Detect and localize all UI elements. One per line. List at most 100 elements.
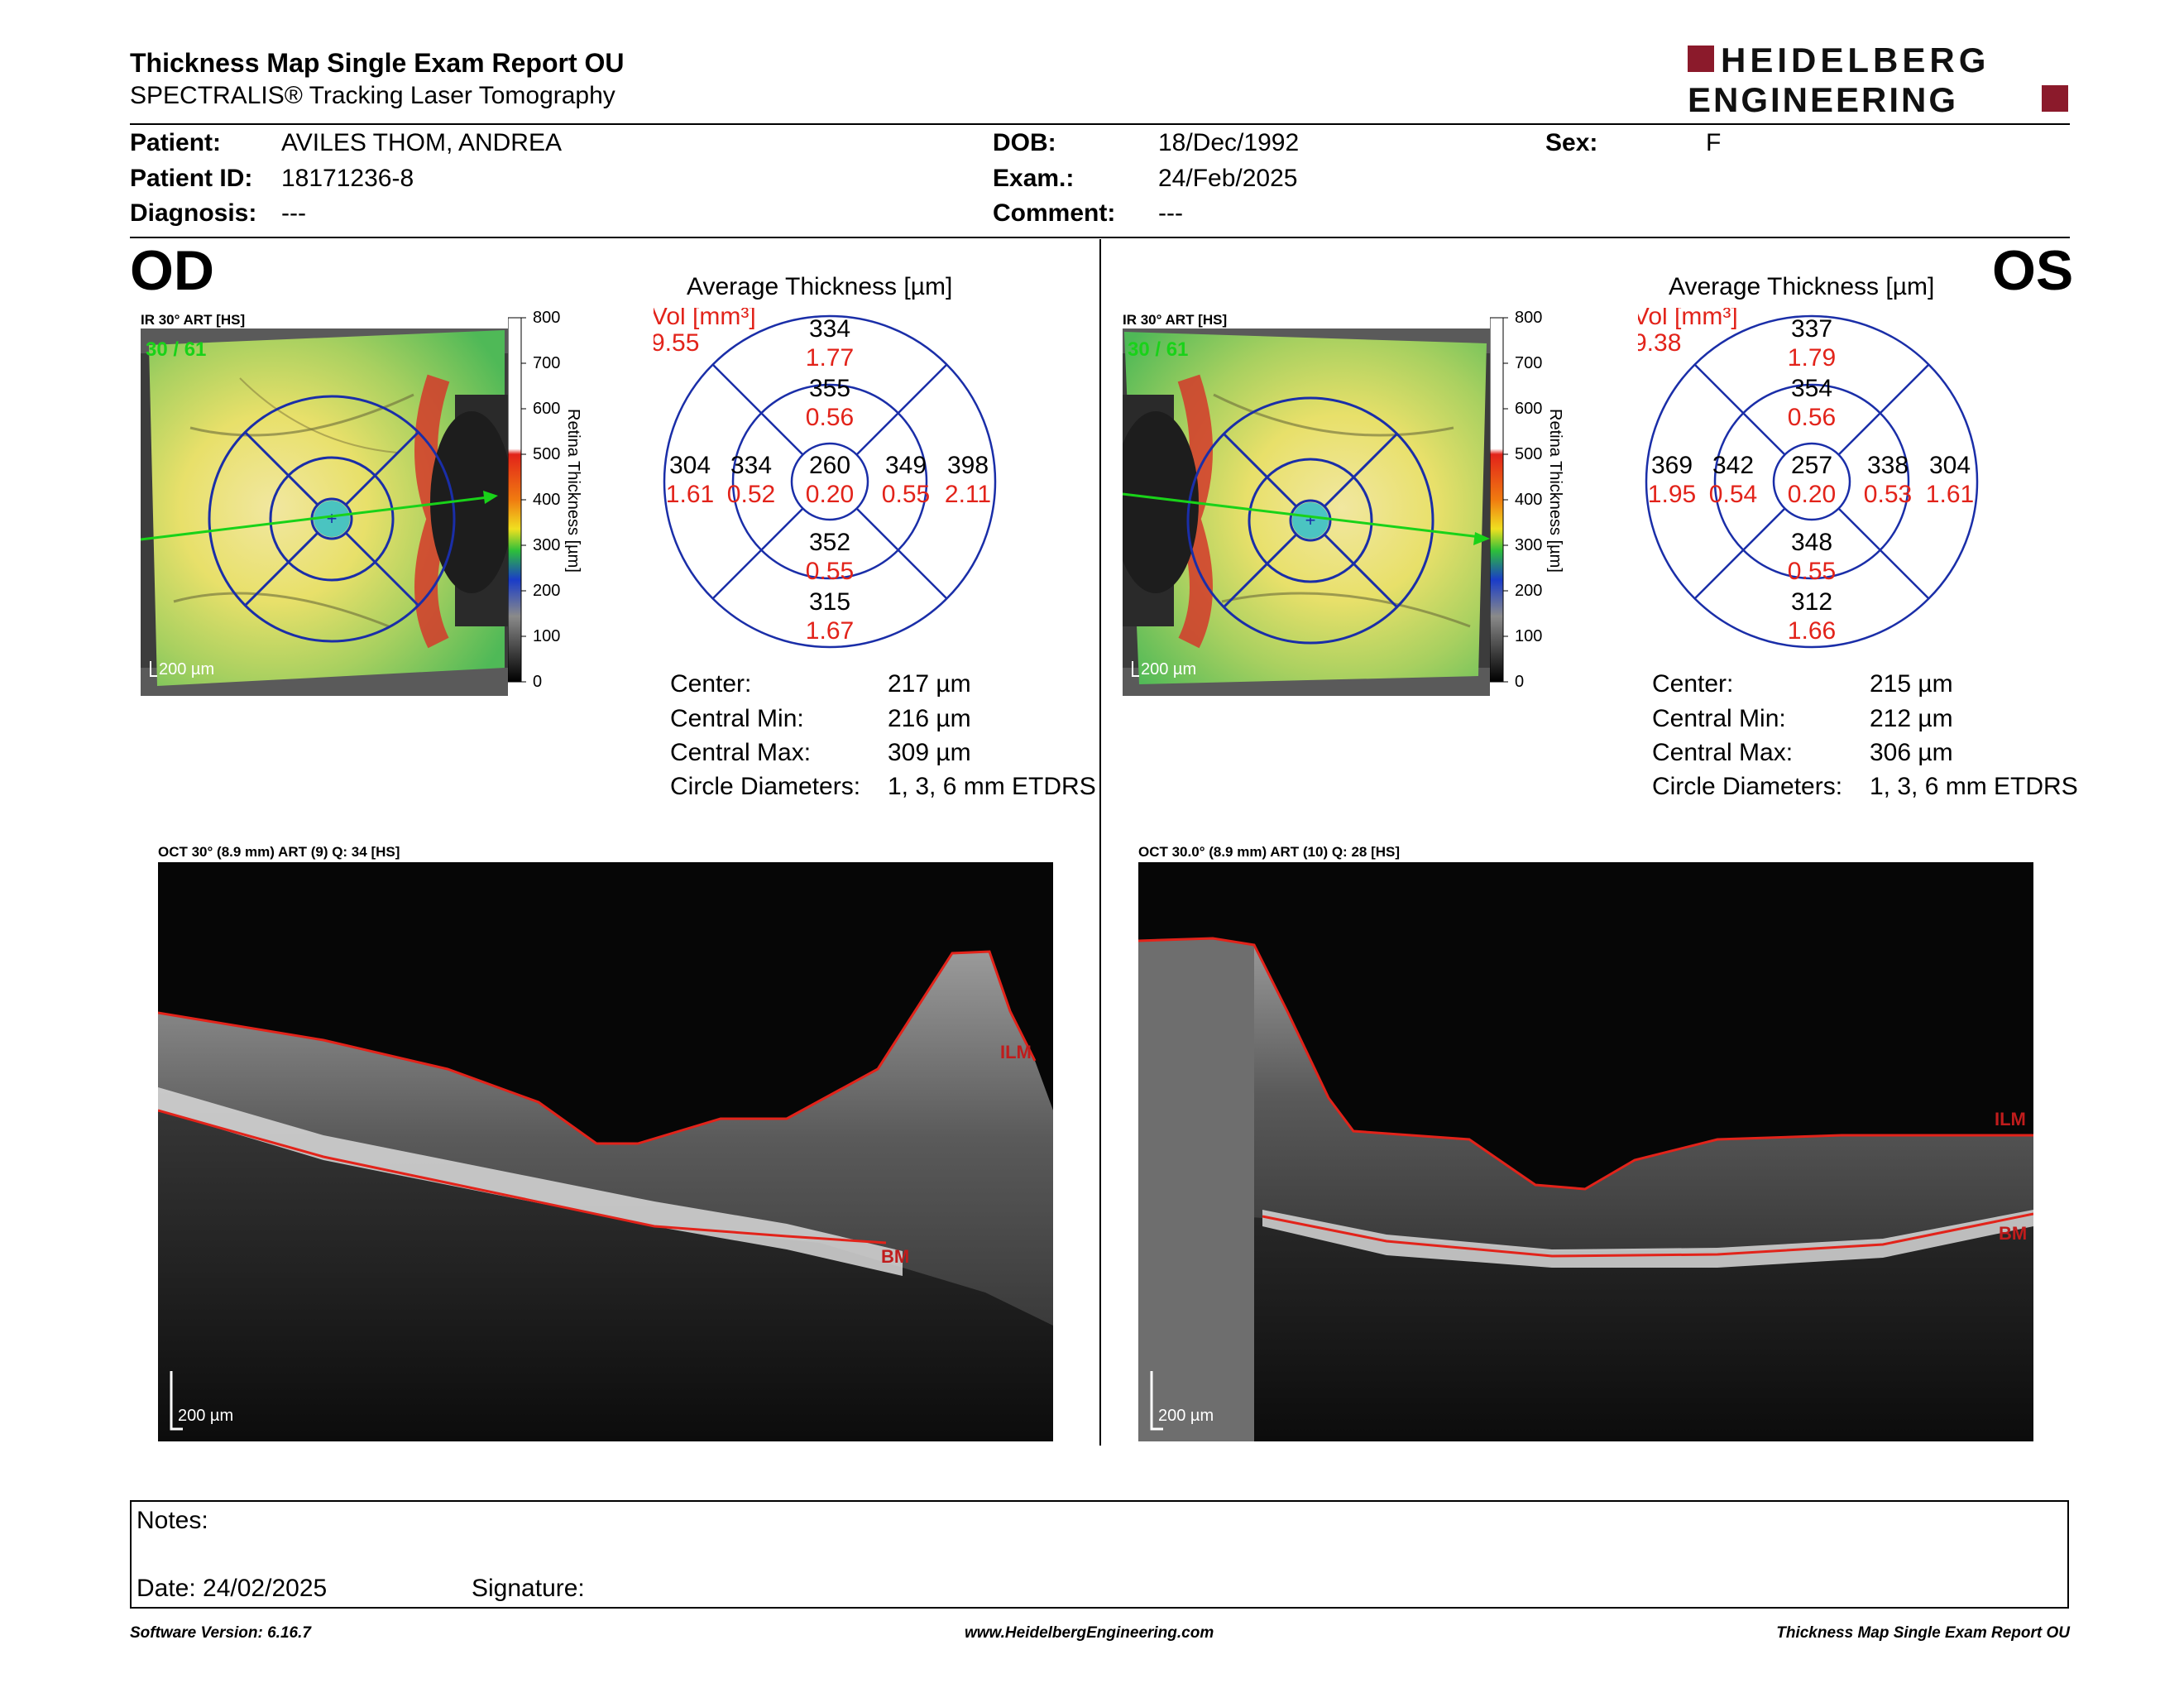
signature-label: Signature: xyxy=(472,1575,585,1602)
os-avg-title: Average Thickness [µm] xyxy=(1669,273,1935,300)
os-inner-inf-volume: 0.55 xyxy=(1788,558,1836,585)
os-frame-counter: 30 / 61 xyxy=(1128,338,1188,361)
od-oct-scan: ILM BM 200 µm xyxy=(158,862,1053,1441)
od-vol-label: Vol [mm³] xyxy=(654,308,756,330)
os-stat-min-value: 212 µm xyxy=(1870,705,1953,732)
comment-value: --- xyxy=(1158,199,1183,227)
od-outer-sup-volume: 1.77 xyxy=(806,344,854,372)
od-scale-bar: 200 µm xyxy=(159,660,214,679)
od-inner-left-thickness: 334 xyxy=(730,452,772,479)
exam-value: 24/Feb/2025 xyxy=(1158,165,1298,192)
os-stat-max-label: Central Max: xyxy=(1652,739,1794,766)
os-stat-diam-value: 1, 3, 6 mm ETDRS xyxy=(1870,773,2078,800)
footer-url[interactable]: www.HeidelbergEngineering.com xyxy=(965,1624,1214,1642)
os-eye-label: OS xyxy=(1992,239,2074,302)
od-stat-min-label: Central Min: xyxy=(670,705,804,732)
patient-name: AVILES THOM, ANDREA xyxy=(281,129,562,156)
os-bm-label: BM xyxy=(1999,1223,2027,1244)
os-outer-right-volume: 1.61 xyxy=(1926,481,1974,508)
od-inner-sup-volume: 0.56 xyxy=(806,404,854,431)
od-thickness-map: + 30 / 61 200 µm xyxy=(141,328,508,696)
report-title: Thickness Map Single Exam Report OU xyxy=(130,48,625,78)
od-avg-title: Average Thickness [µm] xyxy=(687,273,953,300)
os-ilm-label: ILM xyxy=(1995,1109,2026,1129)
os-oct-scan: ILM BM 200 µm xyxy=(1138,862,2033,1441)
scale-tick-label: 500 xyxy=(1515,445,1542,463)
exam-label: Exam.: xyxy=(993,165,1075,192)
os-outer-left-volume: 1.95 xyxy=(1648,481,1696,508)
notes-box[interactable]: Notes: Date: 24/02/2025 Signature: xyxy=(130,1500,2069,1609)
od-inner-inf-volume: 0.55 xyxy=(806,558,854,585)
os-outer-sup-thickness: 337 xyxy=(1791,315,1832,343)
os-stat-diam-label: Circle Diameters: xyxy=(1652,773,1843,800)
scale-tick-label: 600 xyxy=(533,400,560,418)
os-inner-sup-thickness: 354 xyxy=(1791,375,1832,402)
od-outer-left-thickness: 304 xyxy=(669,452,711,479)
footer-version: Software Version: 6.16.7 xyxy=(130,1624,311,1642)
od-inner-inf-thickness: 352 xyxy=(809,529,850,556)
os-inner-inf-thickness: 348 xyxy=(1791,529,1832,556)
od-ir-label: IR 30° ART [HS] xyxy=(141,312,246,328)
svg-text:+: + xyxy=(327,508,338,529)
eye-divider xyxy=(1099,239,1101,1446)
scale-tick-label: 400 xyxy=(533,491,560,509)
header-divider xyxy=(130,123,2070,125)
patient-divider xyxy=(130,237,2070,238)
scale-tick-label: 600 xyxy=(1515,400,1542,418)
od-inner-sup-thickness: 355 xyxy=(809,375,850,402)
od-etdrs-grid: Vol [mm³] 9.55 334 1.77 355 0.56 260 0.2… xyxy=(654,308,997,649)
scale-tick-label: 800 xyxy=(533,309,560,327)
od-oct-label: OCT 30° (8.9 mm) ART (9) Q: 34 [HS] xyxy=(158,844,400,860)
scale-tick-label: 200 xyxy=(533,582,560,600)
os-outer-inf-thickness: 312 xyxy=(1791,588,1832,616)
od-scale-title: Retina Thickness [µm] xyxy=(564,409,582,573)
logo-text-top: HEIDELBERG xyxy=(1721,46,1990,79)
scale-tick-label: 300 xyxy=(1515,536,1542,554)
notes-label: Notes: xyxy=(136,1507,208,1534)
heidelberg-logo: HEIDELBERG ENGINEERING xyxy=(1688,46,2068,116)
os-outer-inf-volume: 1.66 xyxy=(1788,617,1836,645)
os-stat-min-label: Central Min: xyxy=(1652,705,1786,732)
os-scale-title: Retina Thickness [µm] xyxy=(1546,409,1564,573)
od-eye-label: OD xyxy=(130,239,214,302)
os-center-thickness: 257 xyxy=(1791,452,1832,479)
dob-value: 18/Dec/1992 xyxy=(1158,129,1300,156)
scale-tick-label: 100 xyxy=(1515,627,1542,645)
sex-label: Sex: xyxy=(1545,129,1598,156)
od-inner-right-volume: 0.55 xyxy=(882,481,930,508)
od-outer-right-volume: 2.11 xyxy=(945,481,991,508)
scale-tick-label: 0 xyxy=(1515,673,1524,691)
os-stat-center-label: Center: xyxy=(1652,670,1734,698)
od-color-scale: 800 700 600 500 400 300 200 100 0 Retina Thickne… xyxy=(508,309,582,691)
os-center-volume: 0.20 xyxy=(1788,481,1836,508)
patient-label: Patient: xyxy=(130,129,222,156)
od-ilm-label: ILM xyxy=(1000,1042,1032,1062)
date-label: Date: 24/02/2025 xyxy=(136,1575,328,1602)
os-vol-value: 9.38 xyxy=(1638,329,1681,357)
od-inner-left-volume: 0.52 xyxy=(727,481,775,508)
od-stat-diam-label: Circle Diameters: xyxy=(670,773,861,800)
scale-tick-label: 400 xyxy=(1515,491,1542,509)
os-inner-right-volume: 0.53 xyxy=(1864,481,1912,508)
svg-text:+: + xyxy=(1305,510,1316,530)
patient-id-label: Patient ID: xyxy=(130,165,253,192)
os-etdrs-grid: Vol [mm³] 9.38 337 1.79 354 0.56 257 0.2… xyxy=(1638,308,1979,649)
logo-text-bottom: ENGINEERING xyxy=(1688,80,1958,116)
od-outer-left-volume: 1.61 xyxy=(666,481,714,508)
diagnosis-value: --- xyxy=(281,199,306,227)
report-subtitle: SPECTRALIS® Tracking Laser Tomography xyxy=(130,82,615,109)
os-thickness-map: + 30 / 61 200 µm xyxy=(1123,328,1490,696)
od-oct-scale-bar: 200 µm xyxy=(178,1407,233,1425)
os-ir-label: IR 30° ART [HS] xyxy=(1123,312,1228,328)
os-oct-scale-bar: 200 µm xyxy=(1158,1407,1214,1425)
scale-tick-label: 500 xyxy=(533,445,560,463)
scale-tick-label: 800 xyxy=(1515,309,1542,327)
os-oct-label: OCT 30.0° (8.9 mm) ART (10) Q: 28 [HS] xyxy=(1138,844,1401,860)
scale-tick-label: 300 xyxy=(533,536,560,554)
comment-label: Comment: xyxy=(993,199,1116,227)
os-inner-sup-volume: 0.56 xyxy=(1788,404,1836,431)
diagnosis-label: Diagnosis: xyxy=(130,199,257,227)
patient-id-value: 18171236-8 xyxy=(281,165,414,192)
od-stat-center-value: 217 µm xyxy=(888,670,971,698)
od-stat-min-value: 216 µm xyxy=(888,705,971,732)
